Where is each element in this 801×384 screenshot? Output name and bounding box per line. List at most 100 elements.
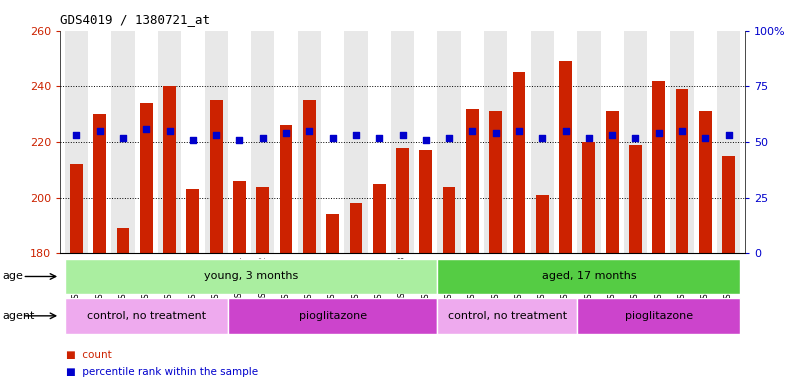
Bar	[163, 86, 176, 253]
Point	[559, 128, 572, 134]
Bar	[326, 214, 339, 253]
Point	[163, 128, 176, 134]
Bar	[437, 259, 740, 294]
Bar	[624, 31, 647, 253]
Bar	[158, 31, 181, 253]
Bar	[530, 31, 554, 253]
Bar	[65, 298, 227, 334]
Bar	[461, 31, 484, 253]
Bar	[437, 31, 461, 253]
Bar	[65, 259, 437, 294]
Bar	[88, 31, 111, 253]
Point	[582, 134, 595, 141]
Point	[489, 130, 502, 136]
Bar	[694, 31, 717, 253]
Bar	[227, 298, 437, 334]
Bar	[280, 125, 292, 253]
Text: aged, 17 months: aged, 17 months	[541, 271, 636, 281]
Bar	[321, 31, 344, 253]
Bar	[652, 81, 665, 253]
Text: ■  percentile rank within the sample: ■ percentile rank within the sample	[66, 367, 259, 377]
Text: control, no treatment: control, no treatment	[448, 311, 567, 321]
Bar	[227, 31, 251, 253]
Text: young, 3 months: young, 3 months	[204, 271, 298, 281]
Bar	[135, 31, 158, 253]
Text: pioglitazone: pioglitazone	[625, 311, 693, 321]
Point	[443, 134, 456, 141]
Bar	[536, 195, 549, 253]
Bar	[489, 111, 502, 253]
Bar	[93, 114, 106, 253]
Text: GDS4019 / 1380721_at: GDS4019 / 1380721_at	[60, 13, 210, 26]
Bar	[256, 187, 269, 253]
Point	[187, 137, 199, 143]
Bar	[204, 31, 227, 253]
Point	[140, 126, 153, 132]
Point	[70, 132, 83, 139]
Point	[303, 128, 316, 134]
Bar	[554, 31, 578, 253]
Bar	[699, 111, 712, 253]
Text: control, no treatment: control, no treatment	[87, 311, 206, 321]
Point	[93, 128, 106, 134]
Bar	[298, 31, 321, 253]
Point	[396, 132, 409, 139]
Point	[629, 134, 642, 141]
Bar	[117, 228, 130, 253]
Bar	[559, 61, 572, 253]
Point	[675, 128, 688, 134]
Bar	[437, 298, 578, 334]
Bar	[349, 203, 362, 253]
Bar	[507, 31, 530, 253]
Bar	[420, 151, 433, 253]
Bar	[629, 145, 642, 253]
Point	[420, 137, 433, 143]
Point	[349, 132, 362, 139]
Text: agent: agent	[2, 311, 34, 321]
Text: ■  count: ■ count	[66, 350, 112, 360]
Point	[699, 134, 712, 141]
Point	[280, 130, 292, 136]
Point	[117, 134, 130, 141]
Bar	[466, 109, 479, 253]
Point	[606, 132, 618, 139]
Point	[652, 130, 665, 136]
Bar	[303, 100, 316, 253]
Bar	[111, 31, 135, 253]
Bar	[372, 184, 385, 253]
Point	[536, 134, 549, 141]
Bar	[513, 73, 525, 253]
Bar	[140, 103, 153, 253]
Bar	[647, 31, 670, 253]
Point	[723, 132, 735, 139]
Bar	[187, 189, 199, 253]
Bar	[210, 100, 223, 253]
Bar	[181, 31, 204, 253]
Point	[233, 137, 246, 143]
Bar	[601, 31, 624, 253]
Text: pioglitazone: pioglitazone	[299, 311, 367, 321]
Bar	[670, 31, 694, 253]
Point	[466, 128, 479, 134]
Bar	[443, 187, 456, 253]
Point	[372, 134, 385, 141]
Bar	[414, 31, 437, 253]
Bar	[717, 31, 740, 253]
Bar	[233, 181, 246, 253]
Bar	[578, 298, 740, 334]
Bar	[723, 156, 735, 253]
Bar	[344, 31, 368, 253]
Bar	[606, 111, 618, 253]
Bar	[675, 89, 688, 253]
Bar	[396, 147, 409, 253]
Bar	[251, 31, 275, 253]
Point	[326, 134, 339, 141]
Bar	[65, 31, 88, 253]
Bar	[70, 164, 83, 253]
Bar	[368, 31, 391, 253]
Bar	[275, 31, 298, 253]
Text: age: age	[2, 271, 23, 281]
Bar	[484, 31, 507, 253]
Bar	[582, 142, 595, 253]
Bar	[391, 31, 414, 253]
